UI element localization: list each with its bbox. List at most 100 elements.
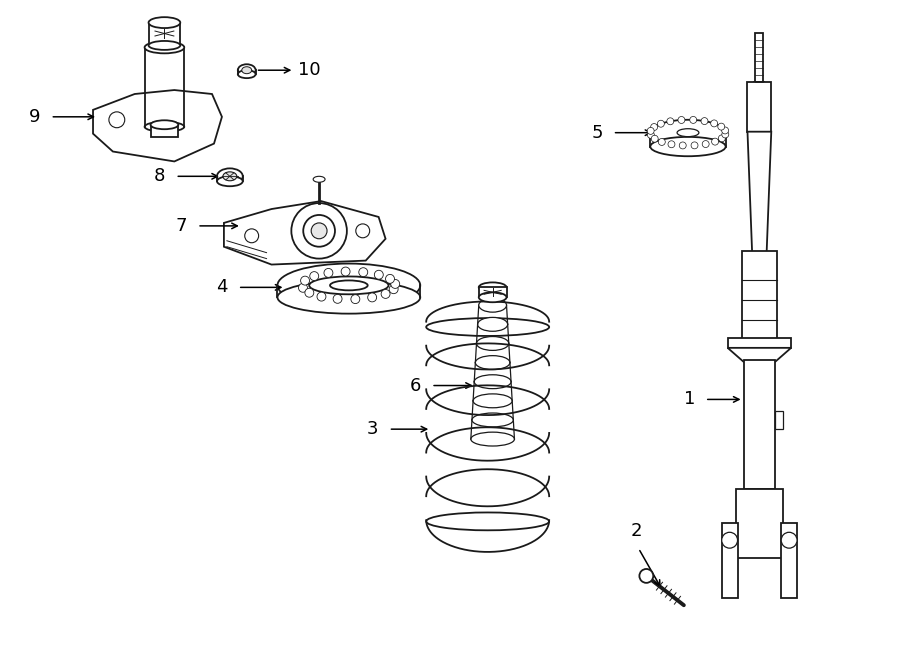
- FancyBboxPatch shape: [722, 524, 738, 598]
- Circle shape: [292, 203, 346, 258]
- Ellipse shape: [148, 17, 180, 28]
- Ellipse shape: [217, 169, 243, 184]
- Text: 7: 7: [176, 217, 187, 235]
- FancyBboxPatch shape: [781, 524, 797, 598]
- Text: 6: 6: [410, 377, 421, 395]
- Polygon shape: [93, 90, 222, 161]
- FancyBboxPatch shape: [754, 82, 764, 260]
- Circle shape: [317, 292, 326, 301]
- Circle shape: [722, 131, 729, 138]
- Circle shape: [639, 569, 653, 583]
- FancyBboxPatch shape: [775, 411, 783, 429]
- Circle shape: [389, 285, 398, 293]
- FancyBboxPatch shape: [148, 22, 180, 46]
- Circle shape: [303, 215, 335, 247]
- Polygon shape: [727, 348, 791, 362]
- Ellipse shape: [475, 356, 510, 369]
- Ellipse shape: [476, 336, 508, 350]
- Ellipse shape: [313, 176, 325, 182]
- Ellipse shape: [148, 41, 180, 50]
- Circle shape: [109, 112, 125, 128]
- Ellipse shape: [242, 67, 252, 73]
- FancyBboxPatch shape: [743, 360, 775, 488]
- Ellipse shape: [472, 413, 513, 427]
- Circle shape: [299, 284, 308, 292]
- FancyBboxPatch shape: [735, 488, 783, 558]
- FancyBboxPatch shape: [150, 125, 178, 137]
- Circle shape: [359, 268, 368, 277]
- Circle shape: [385, 274, 394, 284]
- Text: 2: 2: [631, 522, 643, 540]
- Ellipse shape: [479, 298, 507, 312]
- Text: 5: 5: [591, 124, 603, 141]
- FancyBboxPatch shape: [479, 288, 507, 297]
- Circle shape: [310, 272, 319, 280]
- Ellipse shape: [150, 120, 178, 129]
- Circle shape: [647, 128, 654, 134]
- Circle shape: [667, 118, 674, 125]
- Polygon shape: [748, 132, 771, 260]
- Ellipse shape: [310, 276, 389, 294]
- Circle shape: [333, 294, 342, 303]
- Ellipse shape: [677, 129, 699, 137]
- Ellipse shape: [145, 42, 184, 54]
- Text: 10: 10: [298, 61, 321, 79]
- Circle shape: [718, 135, 725, 142]
- Circle shape: [356, 224, 370, 238]
- Ellipse shape: [238, 70, 256, 78]
- Circle shape: [374, 270, 383, 279]
- Circle shape: [678, 116, 685, 124]
- Circle shape: [668, 141, 675, 147]
- Ellipse shape: [223, 172, 237, 180]
- Circle shape: [351, 295, 360, 303]
- Circle shape: [701, 118, 708, 124]
- Circle shape: [718, 123, 724, 130]
- Circle shape: [680, 142, 686, 149]
- Text: 1: 1: [683, 391, 695, 408]
- Text: 3: 3: [367, 420, 379, 438]
- Ellipse shape: [651, 137, 725, 156]
- Ellipse shape: [217, 176, 243, 186]
- Circle shape: [651, 124, 658, 130]
- Circle shape: [712, 138, 718, 145]
- Circle shape: [341, 267, 350, 276]
- Circle shape: [301, 276, 310, 285]
- Circle shape: [381, 290, 390, 298]
- Ellipse shape: [330, 280, 368, 290]
- Circle shape: [781, 532, 797, 548]
- FancyBboxPatch shape: [748, 82, 771, 132]
- Ellipse shape: [473, 394, 512, 408]
- Circle shape: [657, 120, 664, 127]
- FancyBboxPatch shape: [727, 338, 791, 348]
- Text: 9: 9: [29, 108, 40, 126]
- Circle shape: [722, 127, 729, 134]
- Ellipse shape: [427, 512, 549, 530]
- Ellipse shape: [479, 282, 507, 292]
- Circle shape: [722, 532, 738, 548]
- Ellipse shape: [277, 281, 420, 313]
- Ellipse shape: [651, 120, 725, 145]
- Circle shape: [702, 141, 709, 147]
- Circle shape: [689, 116, 697, 124]
- Circle shape: [305, 288, 314, 297]
- Circle shape: [368, 293, 376, 302]
- Text: 8: 8: [154, 167, 166, 185]
- Ellipse shape: [474, 375, 511, 389]
- Ellipse shape: [427, 318, 549, 336]
- FancyBboxPatch shape: [755, 32, 763, 82]
- Circle shape: [391, 280, 400, 288]
- Ellipse shape: [277, 264, 420, 307]
- FancyBboxPatch shape: [742, 251, 778, 340]
- Circle shape: [652, 136, 658, 142]
- Circle shape: [311, 223, 327, 239]
- Circle shape: [658, 138, 665, 145]
- Circle shape: [691, 142, 698, 149]
- Ellipse shape: [238, 64, 256, 76]
- Polygon shape: [224, 201, 385, 264]
- Circle shape: [711, 120, 717, 127]
- Ellipse shape: [479, 292, 507, 302]
- Circle shape: [324, 268, 333, 278]
- Ellipse shape: [471, 432, 515, 446]
- Ellipse shape: [145, 122, 184, 132]
- Circle shape: [245, 229, 258, 243]
